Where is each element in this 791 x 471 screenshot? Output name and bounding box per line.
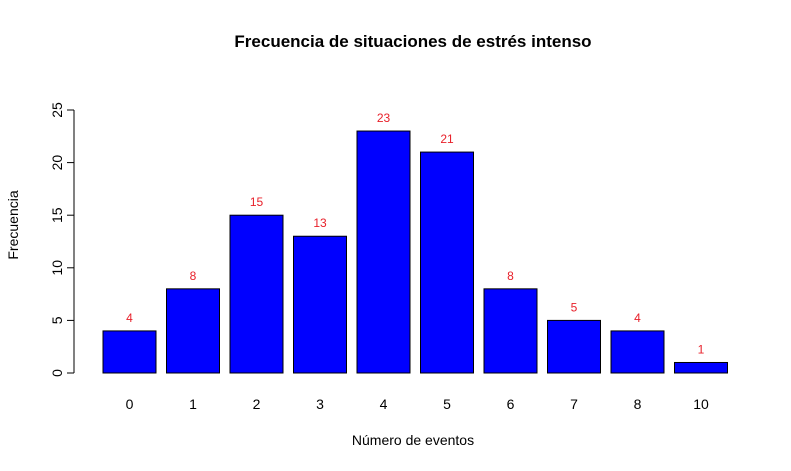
- x-tick-label: 1: [189, 396, 197, 412]
- data-label: 23: [377, 111, 391, 125]
- y-tick-label: 25: [49, 102, 65, 118]
- x-tick-label: 6: [507, 396, 515, 412]
- y-axis-label: Frecuencia: [5, 190, 21, 259]
- bars-group: [102, 130, 728, 374]
- bar: [356, 130, 411, 374]
- bar: [483, 288, 538, 374]
- x-tick-label: 0: [126, 396, 134, 412]
- data-label: 8: [190, 269, 197, 283]
- bar: [293, 235, 347, 374]
- x-axis-label: Número de eventos: [352, 432, 474, 448]
- x-tick-label: 8: [634, 396, 642, 412]
- data-label: 4: [634, 311, 641, 325]
- data-label: 1: [698, 342, 705, 356]
- x-tick-label: 7: [570, 396, 578, 412]
- data-label: 15: [250, 195, 264, 209]
- chart-title: Frecuencia de situaciones de estrés inte…: [234, 32, 591, 51]
- x-tick-labels: 0 1 2 3 4 5 6 7 8 10: [126, 396, 709, 412]
- bar: [229, 214, 284, 374]
- x-tick-label: 2: [253, 396, 261, 412]
- y-tick-label: 5: [49, 316, 65, 324]
- data-label: 4: [126, 311, 133, 325]
- data-label: 21: [440, 132, 454, 146]
- data-label: 13: [313, 216, 327, 230]
- x-tick-label: 3: [316, 396, 324, 412]
- x-tick-label: 10: [693, 396, 709, 412]
- bar: [674, 361, 728, 374]
- data-label: 8: [507, 269, 514, 283]
- y-tick-label: 0: [49, 369, 65, 377]
- bar: [102, 330, 157, 374]
- bar: [610, 330, 665, 374]
- data-label: 5: [571, 300, 578, 314]
- bar: [420, 151, 474, 374]
- bar: [547, 319, 601, 374]
- x-tick-label: 5: [443, 396, 451, 412]
- x-tick-label: 4: [380, 396, 388, 412]
- y-tick-label: 15: [49, 207, 65, 223]
- data-labels: 4 8 15 13 23 21 8 5 4 1: [126, 111, 705, 356]
- y-tick-label: 20: [49, 155, 65, 171]
- y-axis: 0 5 10 15 20 25: [49, 102, 75, 377]
- y-tick-label: 10: [49, 260, 65, 276]
- bar: [166, 288, 220, 374]
